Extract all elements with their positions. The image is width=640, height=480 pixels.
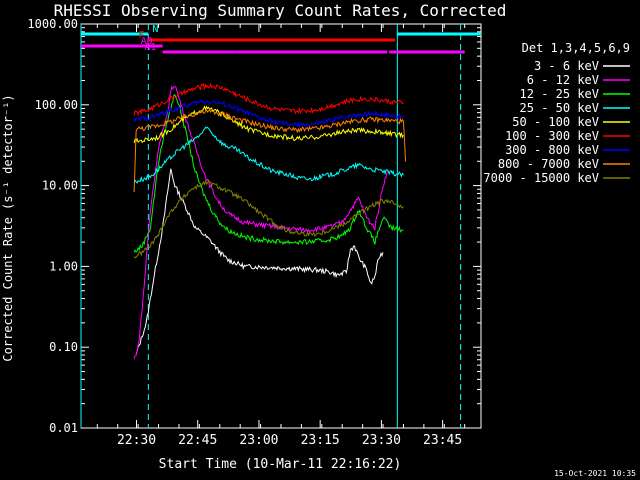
- y-tick-label: 0.01: [49, 421, 78, 435]
- y-tick-label: 1000.00: [27, 17, 78, 31]
- flag-label: F: [138, 30, 144, 41]
- legend-entry-label: 800 - 7000 keV: [498, 157, 599, 171]
- chart-title: RHESSI Observing Summary Count Rates, Co…: [54, 1, 507, 20]
- legend-entry-label: 50 - 100 keV: [512, 115, 599, 129]
- series-line: [133, 105, 404, 144]
- series-line: [133, 108, 406, 193]
- legend-entry-label: 100 - 300 keV: [505, 129, 599, 143]
- series-line: [133, 85, 388, 360]
- x-tick-label: 23:15: [301, 433, 340, 448]
- legend-entry-label: 6 - 12 keV: [527, 73, 599, 87]
- flag-label: A1: [144, 42, 156, 53]
- series-line: [133, 82, 404, 117]
- legend-header: Det 1,3,4,5,6,9: [522, 41, 630, 55]
- flag-label: N: [152, 24, 158, 35]
- x-tick-label: 22:45: [178, 433, 217, 448]
- series-line: [133, 126, 404, 184]
- y-axis-label: Corrected Count Rate (s⁻¹ detector⁻¹): [1, 94, 15, 361]
- series-line: [135, 168, 384, 355]
- legend-entry-label: 7000 - 15000 keV: [483, 171, 599, 185]
- series-line: [133, 179, 404, 259]
- timestamp: 15-Oct-2021 10:35: [554, 469, 636, 478]
- y-tick-label: 1.00: [49, 259, 78, 273]
- x-axis-label: Start Time (10-Mar-11 22:16:22): [159, 457, 402, 472]
- plot-layer: 0.01 0.10 1.00 10.00 100.00 1000.00 22:30 22:45…: [27, 17, 482, 448]
- x-tick-label: 23:30: [362, 433, 401, 448]
- legend-entry-label: 300 - 800 keV: [505, 143, 599, 157]
- legend-entry-label: 25 - 50 keV: [520, 101, 599, 115]
- legend-entry-label: 12 - 25 keV: [520, 87, 599, 101]
- series-line: [133, 99, 404, 128]
- series-line: [133, 94, 404, 253]
- flag-label: A0: [141, 36, 153, 47]
- x-tick-label: 23:00: [239, 433, 278, 448]
- legend-entry-label: 3 - 6 keV: [534, 59, 599, 73]
- y-tick-label: 0.10: [49, 340, 78, 354]
- y-tick-label: 10.00: [42, 179, 78, 193]
- y-tick-label: 100.00: [35, 98, 78, 112]
- x-tick-label: 22:30: [117, 433, 156, 448]
- x-tick-label: 23:45: [423, 433, 462, 448]
